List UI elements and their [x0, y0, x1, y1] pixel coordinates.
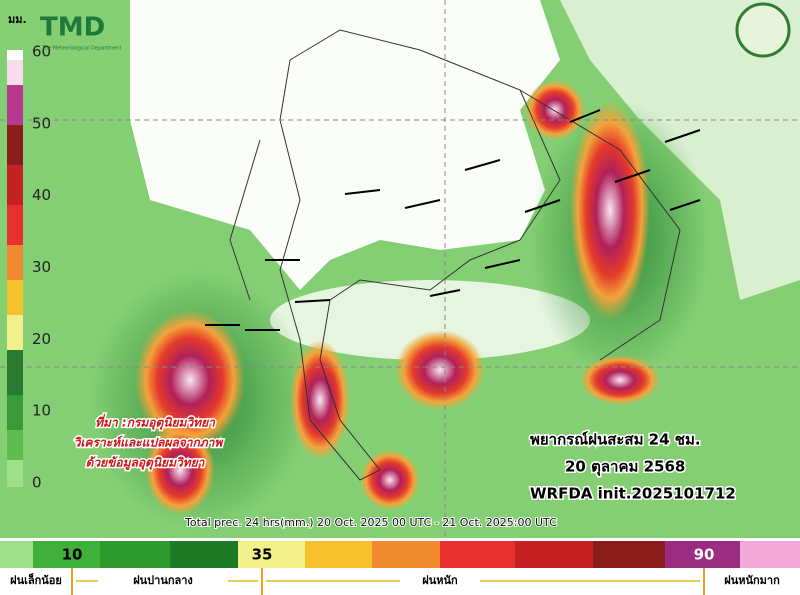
bar-segment — [33, 541, 100, 568]
scale-label: 0 — [32, 474, 42, 492]
category-label: ฝนหนัก — [422, 574, 458, 587]
scale-labels: 60 50 40 30 20 10 0 — [32, 43, 51, 492]
map — [0, 0, 800, 538]
source-line: ด้วยข้อมูลอุตุนิยมวิทยา — [86, 456, 206, 471]
heavy-rain — [570, 100, 650, 320]
heavy-rain — [135, 310, 245, 450]
scale-band — [7, 395, 23, 430]
color-bar: 10 35 90 ฝนเล็กน้อย ฝนปานกลาง ฝนหนัก ฝนห… — [0, 538, 800, 595]
category-label: ฝนเล็กน้อย — [10, 573, 62, 587]
bar-segment — [305, 541, 372, 568]
heavy-rain — [580, 355, 660, 405]
heavy-rain — [395, 330, 485, 410]
logo: TMD The Meteorological Department — [40, 2, 791, 58]
scale-label: 10 — [32, 402, 51, 420]
scale-band — [7, 60, 23, 85]
vertical-scale: มม. 60 50 40 30 20 10 0 — [7, 13, 51, 492]
dry-area — [270, 280, 590, 360]
source-note: ที่มา :กรมอุตุนิยมวิทยา วิเคราะห์และแปลผ… — [72, 412, 226, 472]
scale-label: 50 — [32, 114, 51, 132]
bar-segment — [170, 541, 238, 568]
wind-arrows — [205, 109, 701, 331]
scale-band — [7, 280, 23, 315]
scale-label: 60 — [32, 43, 51, 61]
bar-segment — [0, 541, 33, 568]
bar-label: 35 — [252, 546, 273, 564]
scale-band — [7, 245, 23, 280]
heavy-rain — [360, 450, 420, 510]
bar-segment — [440, 541, 515, 568]
bar-segment — [372, 541, 440, 568]
heavy-rain — [525, 80, 585, 140]
logo-subtitle: The Meteorological Department — [41, 46, 121, 52]
bar-segment — [665, 541, 740, 568]
dry-area — [130, 0, 560, 290]
forecast-title: พยากรณ์ฝนสะสม 24 ชม. — [530, 431, 701, 449]
forecast-date: 20 ตุลาคม 2568 — [565, 458, 685, 477]
bar-segment — [515, 541, 593, 568]
scale-band — [7, 205, 23, 245]
thailand-border — [279, 29, 561, 481]
scale-label: 20 — [32, 330, 51, 348]
category-label: ฝนปานกลาง — [133, 574, 193, 587]
scale-band — [7, 430, 23, 460]
bar-segment — [593, 541, 665, 568]
scale-band — [7, 460, 23, 487]
border — [229, 89, 681, 361]
forecast-model: WRFDA init.2025101712 — [530, 485, 736, 503]
scale-band — [7, 125, 23, 165]
bar-label: 10 — [62, 546, 83, 564]
forecast-info: พยากรณ์ฝนสะสม 24 ชม. 20 ตุลาคม 2568 WRFD… — [529, 429, 738, 504]
bar-label: 90 — [694, 546, 715, 564]
categories: ฝนเล็กน้อย ฝนปานกลาง ฝนหนัก ฝนหนักมาก — [10, 573, 780, 587]
category-dividers — [71, 568, 705, 595]
logo-text: TMD — [40, 13, 105, 43]
scale-band — [7, 85, 23, 125]
bar-segment — [238, 541, 305, 568]
caption: Total prec. 24 hrs(mm.) 20 Oct. 2025 00 … — [184, 516, 557, 529]
scale-band — [7, 350, 23, 395]
category-label: ฝนหนักมาก — [724, 574, 780, 587]
scale-label: 40 — [32, 186, 51, 204]
heavy-rain — [290, 340, 350, 460]
source-line: วิเคราะห์และแปลผลจากภาพ — [74, 436, 225, 450]
scale-band — [7, 165, 23, 205]
source-line: ที่มา :กรมอุตุนิยมวิทยา — [95, 414, 216, 431]
bar-segment — [100, 541, 170, 568]
heavy-rain — [145, 425, 215, 515]
scale-band — [7, 315, 23, 350]
bar-segment — [740, 541, 800, 568]
scale-label: 30 — [32, 258, 51, 276]
emblem — [735, 2, 791, 58]
unit-label: มม. — [8, 13, 27, 26]
